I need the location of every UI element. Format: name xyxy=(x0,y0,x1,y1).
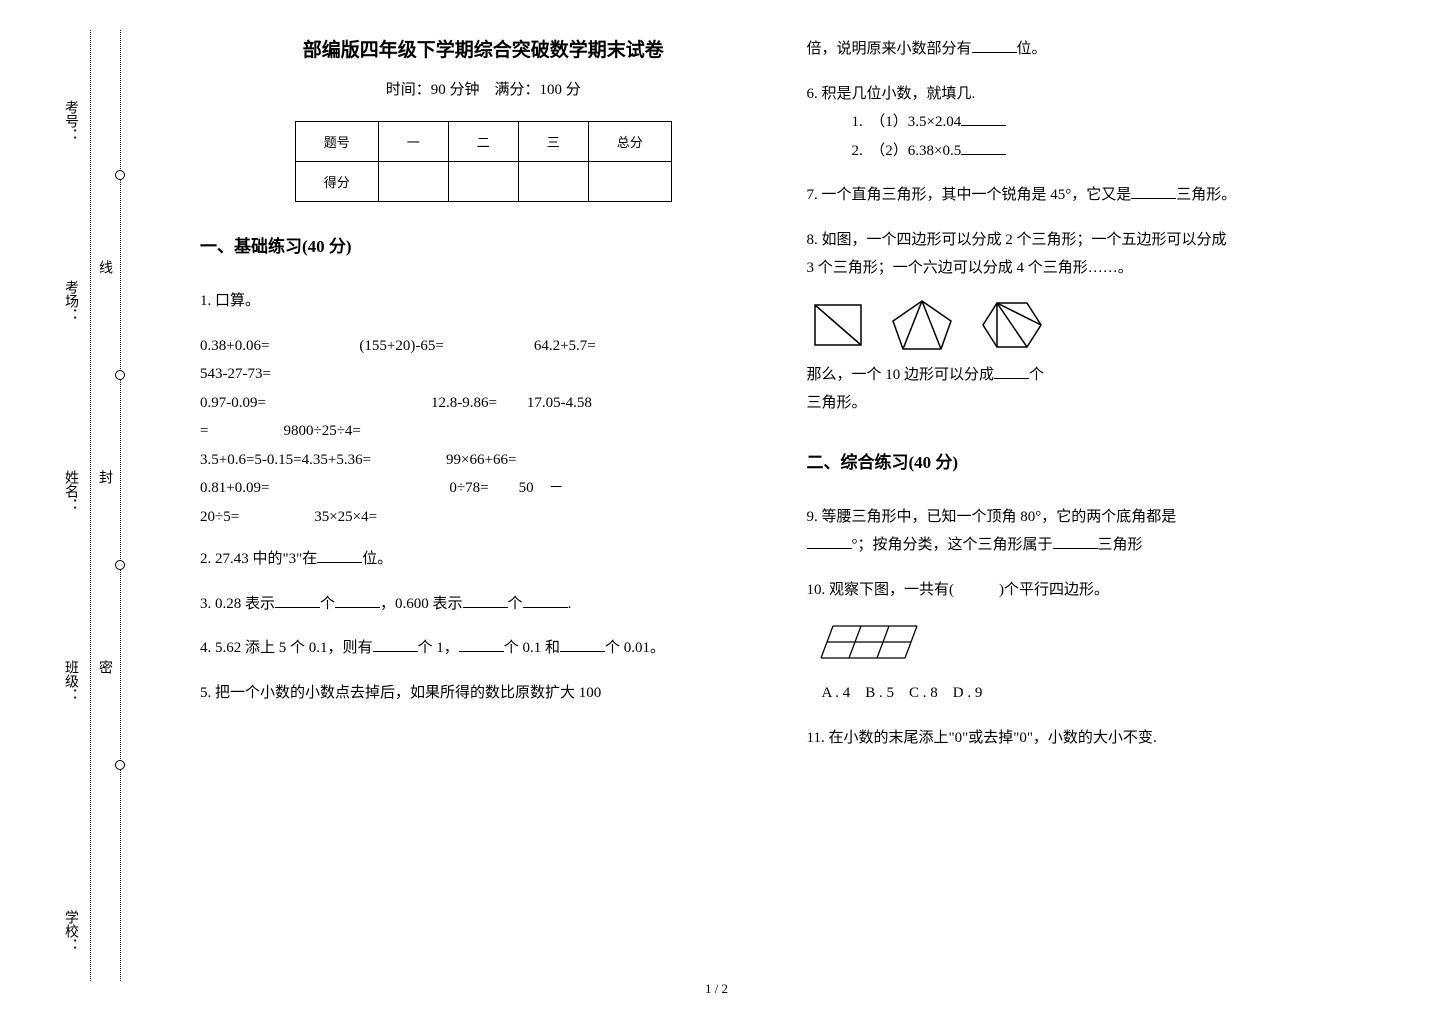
question-9: 9. 等腰三角形中，已知一个顶角 80°，它的两个底角都是 °；按角分类，这个三… xyxy=(807,503,1374,560)
blank xyxy=(463,592,508,608)
q9-line: 9. 等腰三角形中，已知一个顶角 80°，它的两个底角都是 xyxy=(807,503,1374,532)
question-label: 1. 口算。 xyxy=(200,287,767,316)
blank xyxy=(275,592,320,608)
calc-line: 543-27-73= xyxy=(200,360,767,389)
question-10: 10. 观察下图，一共有( )个平行四边形。 xyxy=(807,576,1374,605)
margin-label-examno: 考号： xyxy=(60,100,80,142)
content-area: 部编版四年级下学期综合突破数学期末试卷 时间：90 分钟 满分：100 分 题号… xyxy=(150,0,1433,1011)
margin-label-class: 班级： xyxy=(60,660,80,702)
cell: 总分 xyxy=(588,122,671,162)
question-8: 8. 如图，一个四边形可以分成 2 个三角形；一个五边形可以分成 3 个三角形；… xyxy=(807,226,1374,418)
margin-label-school: 学校： xyxy=(60,910,80,952)
section-title: 一、基础练习(40 分) xyxy=(200,232,767,257)
q10-options: A . 4 B . 5 C . 8 D . 9 xyxy=(807,679,1374,708)
cell xyxy=(518,162,588,202)
seal-text-3: 密 xyxy=(94,660,114,682)
question-4: 4. 5.62 添上 5 个 0.1，则有个 1，个 0.1 和个 0.01。 xyxy=(200,634,767,663)
blank xyxy=(1131,183,1176,199)
score-table: 题号 一 二 三 总分 得分 xyxy=(295,121,672,202)
cell: 得分 xyxy=(295,162,378,202)
blank xyxy=(373,636,418,652)
seal-text-1: 线 xyxy=(94,260,114,282)
question-6: 6. 积是几位小数，就填几. 1. （1）3.5×2.04 2. （2）6.38… xyxy=(807,80,1374,166)
calculation-grid: 0.38+0.06= (155+20)-65= 64.2+5.7= 543-27… xyxy=(200,332,767,532)
circle-marker xyxy=(115,760,125,770)
cell: 二 xyxy=(448,122,518,162)
q8-line: 那么，一个 10 边形可以分成个 xyxy=(807,361,1374,390)
q8-line: 8. 如图，一个四边形可以分成 2 个三角形；一个五边形可以分成 xyxy=(807,226,1374,255)
question-7: 7. 一个直角三角形，其中一个锐角是 45°，它又是三角形。 xyxy=(807,181,1374,210)
blank xyxy=(807,533,852,549)
page-title: 部编版四年级下学期综合突破数学期末试卷 xyxy=(200,35,767,62)
cell: 一 xyxy=(378,122,448,162)
cell xyxy=(448,162,518,202)
q8-line: 三角形。 xyxy=(807,389,1374,418)
margin-label-room: 考场： xyxy=(60,280,80,322)
table-row: 得分 xyxy=(295,162,671,202)
exam-margin: 考号： 考场： 姓名： 班级： 学校： 线 封 密 xyxy=(0,0,150,1011)
margin-label-name: 姓名： xyxy=(60,470,80,512)
blank xyxy=(972,37,1017,53)
q8-line: 3 个三角形；一个六边可以分成 4 个三角形……。 xyxy=(807,254,1374,283)
circle-marker xyxy=(115,560,125,570)
question-2: 2. 27.43 中的"3"在位。 xyxy=(200,545,767,574)
sub-item: 2. （2）6.38×0.5 xyxy=(852,137,1374,166)
cell xyxy=(378,162,448,202)
sub-list: 1. （1）3.5×2.04 2. （2）6.38×0.5 xyxy=(807,108,1374,165)
q9-line: °；按角分类，这个三角形属于三角形 xyxy=(807,531,1374,560)
circle-marker xyxy=(115,170,125,180)
shapes-row xyxy=(807,295,1374,355)
cell: 题号 xyxy=(295,122,378,162)
circle-marker xyxy=(115,370,125,380)
question-11: 11. 在小数的末尾添上"0"或去掉"0"，小数的大小不变. xyxy=(807,724,1374,753)
blank xyxy=(560,636,605,652)
question-1: 1. 口算。 xyxy=(200,287,767,316)
question-5-cont: 倍，说明原来小数部分有位。 xyxy=(807,35,1374,64)
cell xyxy=(588,162,671,202)
sub-item: 1. （1）3.5×2.04 xyxy=(852,108,1374,137)
blank xyxy=(459,636,504,652)
parallelogram-grid-icon xyxy=(817,620,927,666)
calc-line: 0.81+0.09= 0÷78= 50 － xyxy=(200,474,767,503)
blank xyxy=(961,110,1006,126)
calc-line: 0.38+0.06= (155+20)-65= 64.2+5.7= xyxy=(200,332,767,361)
blank xyxy=(994,363,1029,379)
calc-line: 3.5+0.6=5-0.15=4.35+5.36= 99×66+66= xyxy=(200,446,767,475)
question-label: 6. 积是几位小数，就填几. xyxy=(807,80,1374,109)
hexagon-icon xyxy=(975,295,1049,355)
seal-text-2: 封 xyxy=(94,470,114,492)
blank xyxy=(523,592,568,608)
page-subtitle: 时间：90 分钟 满分：100 分 xyxy=(200,78,767,99)
blank xyxy=(1053,533,1098,549)
blank xyxy=(335,592,380,608)
calc-line: = 9800÷25÷4= xyxy=(200,417,767,446)
left-column: 部编版四年级下学期综合突破数学期末试卷 时间：90 分钟 满分：100 分 题号… xyxy=(180,35,787,991)
calc-line: 0.97-0.09= 12.8-9.86= 17.05-4.58 xyxy=(200,389,767,418)
blank xyxy=(961,139,1006,155)
cut-line-inner xyxy=(90,30,91,981)
right-column: 倍，说明原来小数部分有位。 6. 积是几位小数，就填几. 1. （1）3.5×2… xyxy=(787,35,1394,991)
question-3: 3. 0.28 表示个，0.600 表示个. xyxy=(200,590,767,619)
calc-line: 20÷5= 35×25×4= xyxy=(200,503,767,532)
parallelogram-figure xyxy=(817,620,1374,671)
pentagon-icon xyxy=(885,295,959,355)
page-footer: 1 / 2 xyxy=(705,981,728,997)
quadrilateral-icon xyxy=(807,297,869,352)
question-5: 5. 把一个小数的小数点去掉后，如果所得的数比原数扩大 100 xyxy=(200,679,767,708)
section-title: 二、综合练习(40 分) xyxy=(807,448,1374,473)
blank xyxy=(317,547,362,563)
table-row: 题号 一 二 三 总分 xyxy=(295,122,671,162)
cell: 三 xyxy=(518,122,588,162)
